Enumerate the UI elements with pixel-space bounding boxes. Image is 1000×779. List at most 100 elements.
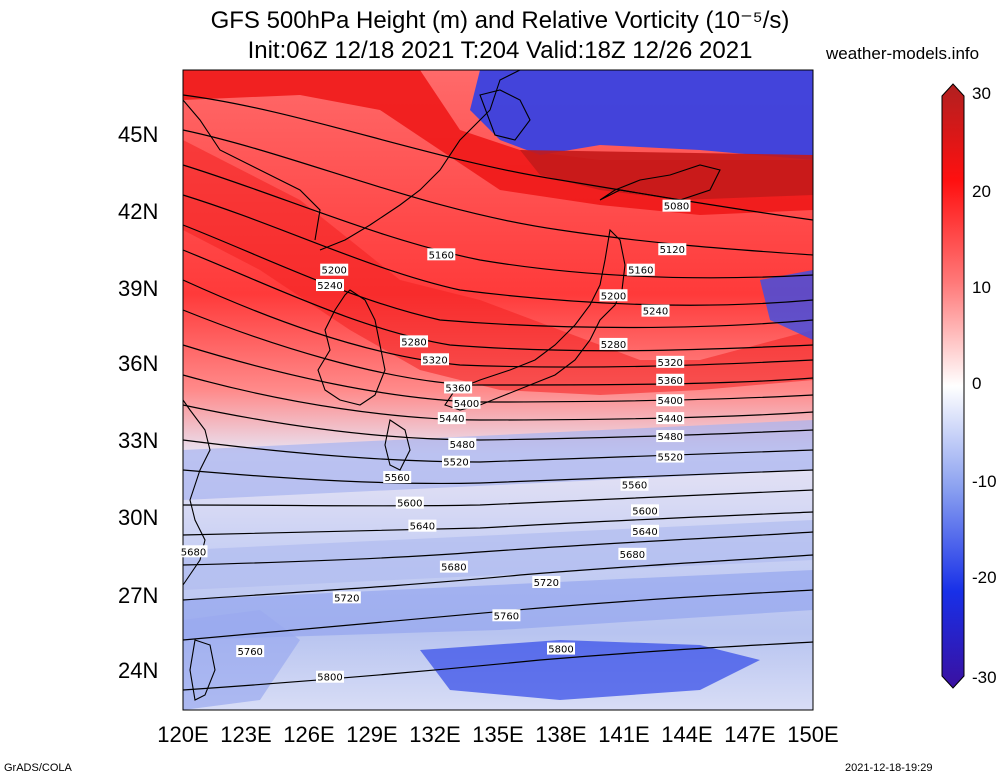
contour-label-text: 5520 [443,458,468,469]
contour-label: 5360 [444,381,473,394]
contour-label-bg [492,609,521,622]
contour-label-bg [656,430,685,443]
contour-label-bg [631,524,659,537]
colorbar-tick-20: 20 [972,182,991,201]
lon-tick-141e: 141E [598,722,650,747]
contour-label: 5680 [179,545,208,558]
contour-label: 5440 [437,412,466,425]
contour-label-text: 5120 [660,245,685,256]
contour-label-text: 5480 [657,432,682,443]
contour-label-bg [316,279,344,292]
contour-label: 5320 [656,355,685,369]
contour-label-bg [641,304,670,317]
contour-label: 5680 [439,560,468,574]
chart-title: GFS 500hPa Height (m) and Relative Vorti… [210,7,790,34]
lat-tick-39n: 39N [118,276,159,301]
contour-label-bg [316,670,344,683]
contour-label: 5680 [618,547,647,561]
contour-label-text: 5800 [317,673,342,684]
contour-label: 5480 [656,430,685,443]
contour-label: 5320 [421,353,449,366]
lon-tick-150e: 150E [787,722,839,747]
contour-label-bg [179,545,208,558]
colorbar-tick-10: 10 [972,278,991,297]
contour-label: 5120 [658,243,687,256]
contour-label-text: 5760 [237,647,262,658]
lon-tick-126e: 126E [283,722,335,747]
contour-label-bg [656,412,685,425]
contour-label-bg [547,642,575,655]
contour-label-bg [439,560,468,573]
contour-label-text: 5720 [534,578,559,589]
lon-tick-129e: 129E [346,722,398,747]
contour-label: 5240 [316,279,344,292]
lon-tick-144e: 144E [661,722,713,747]
lon-tick-135e: 135E [472,722,524,747]
lon-tick-132e: 132E [409,722,461,747]
contour-label: 5200 [320,263,349,277]
contour-label-bg [421,353,449,366]
contour-label: 5280 [599,337,628,351]
lon-tick-147e: 147E [724,722,776,747]
contour-label-text: 5520 [657,453,682,464]
lon-tick-123e: 123E [220,722,272,747]
contour-label-text: 5360 [445,383,470,394]
vorticity-field [183,70,813,710]
contour-label-bg [332,591,361,604]
lon-tick-120e: 120E [157,722,209,747]
colorbar-tick-neg20: -20 [972,568,997,587]
contour-label-text: 5440 [657,414,682,425]
contour-label: 5640 [631,524,659,538]
chart-subtitle: Init:06Z 12/18 2021 T:204 Valid:18Z 12/2… [247,37,753,64]
contour-label-text: 5160 [628,266,653,277]
contour-label-text: 5800 [548,645,573,656]
height-contours [182,94,814,691]
contour-label-bg [631,504,659,517]
contour-label-text: 5320 [657,358,682,369]
lat-tick-45n: 45N [118,122,159,147]
contour-label: 5560 [383,471,412,484]
contour-label: 5440 [656,412,685,425]
contour-label-text: 5320 [422,355,447,366]
contour-label-text: 5600 [397,499,422,510]
plot-frame [182,69,814,711]
contour-label: 5600 [631,504,659,517]
contour-label: 5600 [395,496,424,510]
contour-label-bg [437,412,466,425]
contour-label-bg [427,248,456,261]
contour-label-text: 5720 [334,593,359,604]
lat-tick-27n: 27N [118,583,159,608]
contour-label: 5760 [492,609,521,622]
footer-timestamp: 2021-12-18-19:29 [845,762,933,774]
lat-tick-33n: 33N [118,428,159,453]
contour-label: 5520 [442,455,470,469]
colorbar-tick-0: 0 [972,374,982,393]
colorbar [941,83,965,689]
contour-label-text: 5600 [632,506,657,517]
colorbar-tick-neg10: -10 [972,472,997,491]
contour-label-bg [599,289,628,302]
contour-label-bg [383,471,412,484]
contour-label-bg [532,576,561,588]
contour-label: 5280 [400,335,428,348]
contour-label-bg [400,335,428,348]
contour-label-text: 5560 [384,473,409,484]
contour-label: 5800 [316,670,344,684]
contour-label-text: 5400 [657,396,682,407]
contour-label-text: 5160 [429,250,454,261]
contour-label-bg [448,437,477,450]
contour-label: 5400 [656,394,685,407]
lat-tick-42n: 42N [118,199,159,224]
contour-label-bg [236,645,265,658]
contour-label: 5720 [532,576,561,589]
contour-label-bg [656,355,685,368]
colorbar-tick-neg30: -30 [972,668,997,687]
lat-tick-30n: 30N [118,505,159,530]
contour-label: 5400 [452,396,481,410]
contour-label: 5160 [427,248,456,261]
contour-label-bg [626,263,655,276]
contour-label-text: 5760 [494,611,519,622]
contour-label-text: 5080 [664,202,689,213]
contour-label-text: 5280 [601,340,626,351]
contour-label-text: 5400 [454,399,479,410]
